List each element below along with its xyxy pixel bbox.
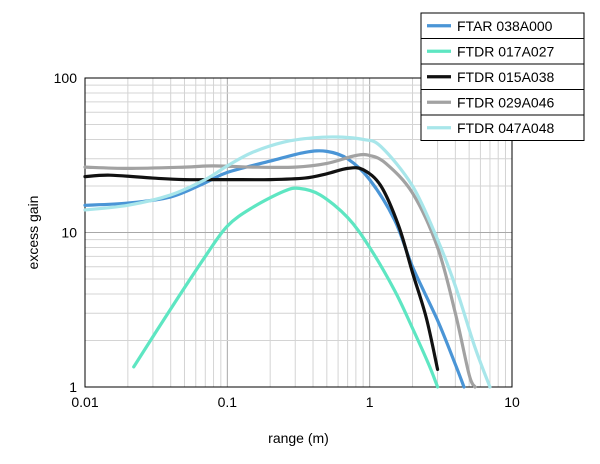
legend-label: FTDR 047A048 (457, 120, 554, 136)
x-tick-label: 10 (504, 394, 520, 410)
series-line-3 (83, 166, 440, 371)
series-line-4 (83, 152, 477, 389)
tick-labels: 0.01 0.1 1 10 1 10 100 (54, 70, 520, 410)
series-line-5 (83, 135, 492, 389)
series-line-2 (132, 186, 440, 389)
x-axis-label: range (m) (268, 430, 329, 446)
x-tick-label: 1 (366, 394, 374, 410)
legend-label: FTDR 029A046 (457, 94, 554, 110)
y-tick-label: 100 (54, 70, 78, 86)
legend-label: FTAR 038A000 (457, 18, 553, 34)
plot-area (84, 77, 513, 388)
x-tick-label: 0.1 (218, 394, 238, 410)
series-lines (83, 135, 492, 389)
legend-label: FTDR 015A038 (457, 69, 554, 85)
x-tick-label: 0.01 (71, 394, 98, 410)
y-tick-label: 10 (61, 225, 77, 241)
y-tick-label: 1 (69, 379, 77, 395)
legend: FTAR 038A000 FTDR 017A027 FTDR 015A038 FTDR… (420, 12, 585, 141)
y-axis-label: excess gain (25, 196, 41, 270)
legend-label: FTDR 017A027 (457, 43, 554, 59)
series-line-1 (83, 149, 466, 389)
